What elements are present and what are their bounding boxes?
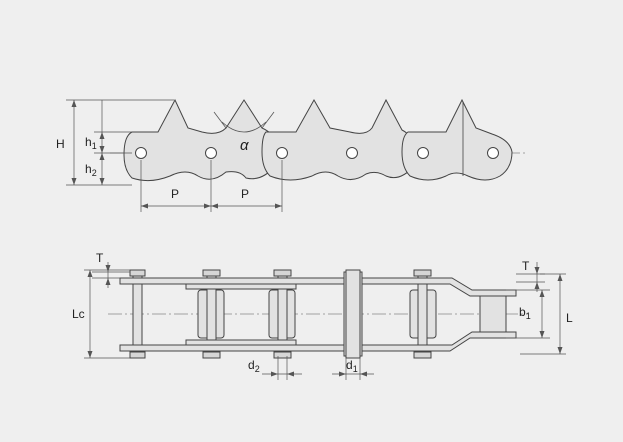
d1-arrow: [339, 372, 346, 377]
alpha-leader-right: [262, 112, 274, 128]
pin-head: [414, 270, 431, 276]
T-right-label: T: [522, 259, 530, 273]
T-left-arrow: [106, 278, 111, 285]
pin-hole: [347, 148, 358, 159]
P-arrow: [141, 204, 148, 209]
d2-arrow: [271, 372, 278, 377]
P-arrow: [211, 204, 218, 209]
pin-hole: [418, 148, 429, 159]
pin: [133, 274, 142, 356]
d1-arrow: [360, 372, 367, 377]
plate-top-outer: [120, 278, 350, 284]
pin: [418, 272, 427, 356]
pin-head: [203, 270, 220, 276]
L-arrow-top: [558, 274, 563, 281]
T-right-arrow: [535, 267, 540, 274]
T-left-arrow: [106, 265, 111, 272]
d2-label: d2: [248, 358, 260, 374]
pin-hole: [136, 148, 147, 159]
side-plate-middle: [262, 100, 414, 180]
b1-label: b1: [519, 305, 531, 321]
H-arrow-bottom: [72, 178, 77, 185]
crank-plate-top: [362, 278, 516, 296]
Lc-arrow-top: [88, 270, 93, 277]
top-view: T Lc T b1 L: [72, 251, 573, 380]
side-plate-right: [402, 100, 512, 180]
pin-head: [274, 352, 291, 358]
plate-bottom-inner: [186, 340, 296, 345]
plate-bottom-outer: [120, 345, 350, 351]
roller: [480, 290, 506, 338]
P-arrow: [275, 204, 282, 209]
pin-hole: [206, 148, 217, 159]
T-right-arrow: [535, 282, 540, 289]
pin-hole: [488, 148, 499, 159]
h2-arrow-bottom: [100, 178, 105, 185]
side-view: α H h1 h2 P P: [56, 100, 525, 212]
h1-label: h1: [85, 135, 97, 151]
connecting-link: [344, 270, 362, 358]
pin-head: [414, 352, 431, 358]
h2-label: h2: [85, 162, 97, 178]
pin-head: [274, 270, 291, 276]
L-arrow-bottom: [558, 347, 563, 354]
pin-head: [203, 352, 220, 358]
crank-plate-bottom: [362, 332, 516, 351]
plate-top-inner: [186, 284, 296, 289]
L-label: L: [566, 311, 573, 325]
P-arrow: [204, 204, 211, 209]
h1-arrow-top: [100, 132, 105, 139]
Lc-label: Lc: [72, 307, 85, 321]
H-arrow-top: [72, 100, 77, 107]
pin-head: [130, 270, 145, 276]
d2-arrow: [287, 372, 294, 377]
P-right-label: P: [241, 187, 249, 201]
plates: [120, 278, 516, 351]
Lc-arrow-bottom: [88, 351, 93, 358]
b1-arrow-bottom: [540, 331, 545, 338]
d1-label: d1: [346, 358, 358, 374]
H-label: H: [56, 137, 65, 151]
P-left-label: P: [171, 187, 179, 201]
pin-head: [130, 352, 145, 358]
connecting-link-pin: [346, 270, 360, 358]
h2-arrow-top: [100, 153, 105, 160]
side-plate-left: [124, 100, 276, 181]
b1-arrow-top: [540, 290, 545, 297]
h1-arrow-bottom: [100, 146, 105, 153]
alpha-label: α: [240, 137, 249, 154]
pin-hole: [277, 148, 288, 159]
alpha-leader-left: [214, 112, 226, 128]
T-left-label: T: [96, 251, 104, 265]
